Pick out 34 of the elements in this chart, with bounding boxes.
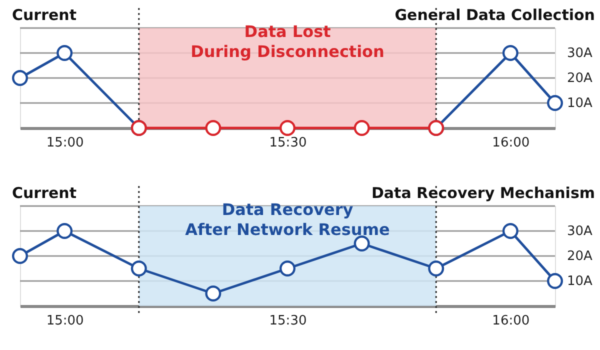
point bbox=[428, 260, 444, 276]
y-tick-label: 10A bbox=[567, 274, 593, 289]
y-axis-title: Current bbox=[12, 184, 77, 202]
point bbox=[502, 223, 518, 239]
point bbox=[12, 248, 28, 264]
band-label: Data Lost During Disconnection bbox=[190, 22, 384, 61]
point bbox=[56, 223, 73, 239]
point bbox=[547, 95, 563, 111]
x-tick-label: 15:30 bbox=[269, 314, 307, 328]
point bbox=[502, 45, 518, 61]
band-label: Data Recovery After Network Resume bbox=[185, 200, 390, 239]
point bbox=[354, 120, 370, 136]
chart-title: Data Recovery Mechanism bbox=[371, 184, 595, 202]
y-tick-label: 20A bbox=[567, 71, 593, 86]
point bbox=[56, 45, 73, 61]
x-tick-label: 15:00 bbox=[46, 314, 84, 328]
y-tick-label: 30A bbox=[567, 46, 593, 61]
y-tick-label: 10A bbox=[567, 96, 593, 111]
x-tick-label: 16:00 bbox=[492, 136, 530, 150]
point bbox=[280, 120, 296, 136]
point bbox=[205, 120, 222, 136]
y-tick-label: 20A bbox=[567, 249, 593, 264]
point bbox=[547, 273, 563, 289]
y-axis-title: Current bbox=[12, 6, 77, 24]
y-tick-label: 30A bbox=[567, 224, 593, 239]
point bbox=[280, 260, 296, 276]
point bbox=[205, 286, 222, 302]
x-tick-label: 15:30 bbox=[269, 136, 307, 150]
chart-title: General Data Collection bbox=[394, 6, 595, 24]
point bbox=[130, 260, 147, 276]
x-tick-label: 16:00 bbox=[492, 314, 530, 328]
point bbox=[354, 236, 370, 252]
point bbox=[12, 70, 28, 86]
x-tick-label: 15:00 bbox=[46, 136, 84, 150]
